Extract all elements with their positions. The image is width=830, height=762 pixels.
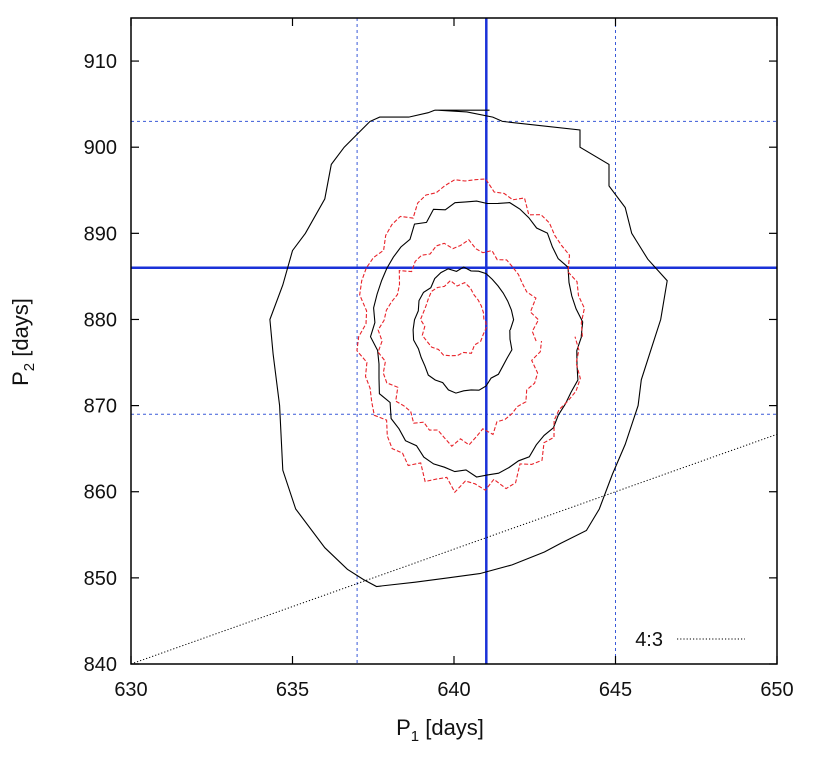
series-line-4-3	[130, 433, 778, 665]
contour-inner	[412, 266, 515, 394]
series-layer	[130, 109, 778, 665]
x-tick-label: 635	[276, 679, 309, 701]
y-tick-label: 910	[84, 51, 117, 73]
contour-middle	[369, 200, 584, 478]
contour-red-outer	[356, 178, 585, 494]
plot-frame	[130, 17, 778, 665]
series-contour-outer	[269, 109, 668, 588]
legend: 4:3	[635, 629, 745, 651]
contour-red-inner	[419, 279, 488, 357]
x-tick-label: 630	[114, 679, 147, 701]
contour-red-middle	[377, 239, 543, 447]
y-tick-label: 900	[84, 137, 117, 159]
y-axis-label: P2 [days]	[8, 298, 38, 386]
x-axis-label: P1 [days]	[396, 715, 484, 745]
y-tick-label: 850	[84, 568, 117, 590]
reference-lines	[131, 18, 777, 664]
y-tick-label: 870	[84, 396, 117, 418]
x-tick-label: 645	[599, 679, 632, 701]
x-tick-label: 640	[437, 679, 470, 701]
y-tick-label: 860	[84, 482, 117, 504]
y-tick-label: 880	[84, 309, 117, 331]
y-tick-label: 890	[84, 223, 117, 245]
y-tick-label: 840	[84, 654, 117, 676]
legend-label-4-3: 4:3	[635, 629, 663, 651]
axes: 630 635 640 645 650 840 850 860 870 880 890 900 910	[84, 17, 794, 701]
x-tick-label: 650	[760, 679, 793, 701]
